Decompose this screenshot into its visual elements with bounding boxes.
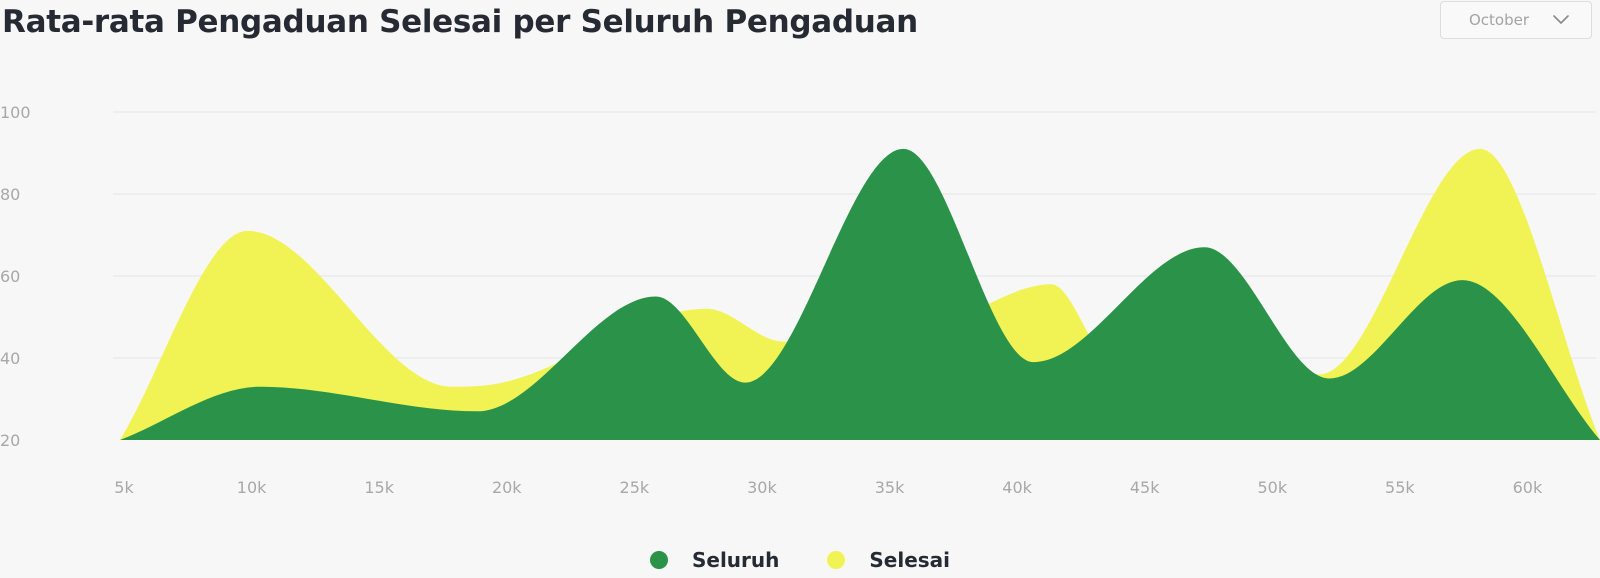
x-tick-label-35k: 35k — [875, 478, 905, 497]
month-dropdown-value: October — [1469, 11, 1530, 29]
legend-item-selesai[interactable]: Selesai — [827, 548, 950, 572]
x-tick-label-50k: 50k — [1257, 478, 1287, 497]
x-tick-label-30k: 30k — [747, 478, 777, 497]
y-tick-label-40: 40 — [0, 349, 20, 368]
x-tick-label-15k: 15k — [364, 478, 394, 497]
legend-swatch — [827, 551, 846, 569]
legend-label: Seluruh — [691, 548, 780, 572]
x-tick-label-45k: 45k — [1130, 478, 1160, 497]
y-tick-label-80: 80 — [0, 185, 20, 204]
series-area-seluruh — [120, 148, 1600, 440]
legend-label: Selesai — [869, 548, 951, 572]
x-tick-label-25k: 25k — [620, 478, 650, 497]
y-tick-label-100: 100 — [0, 103, 31, 122]
x-tick-label-60k: 60k — [1513, 478, 1543, 497]
legend-swatch — [649, 551, 668, 569]
y-tick-label-20: 20 — [0, 431, 20, 450]
legend-item-seluruh[interactable]: Seluruh — [649, 548, 780, 572]
x-tick-label-5k: 5k — [114, 478, 134, 497]
area-chart: 20 40 60 80 100 5k 10k 15k 20k 25k 30k 35k 40k 45k 50k… — [0, 103, 1600, 497]
y-tick-label-60: 60 — [0, 267, 20, 286]
chevron-down-icon — [1553, 15, 1569, 24]
x-tick-label-10k: 10k — [237, 478, 267, 497]
chart-legend: Seluruh Selesai — [0, 548, 1600, 572]
x-tick-label-40k: 40k — [1002, 478, 1032, 497]
chart-title: Rata-rata Pengaduan Selesai per Seluruh … — [2, 4, 918, 40]
month-dropdown[interactable]: October — [1440, 1, 1592, 39]
x-tick-label-55k: 55k — [1385, 478, 1415, 497]
x-tick-label-20k: 20k — [492, 478, 522, 497]
